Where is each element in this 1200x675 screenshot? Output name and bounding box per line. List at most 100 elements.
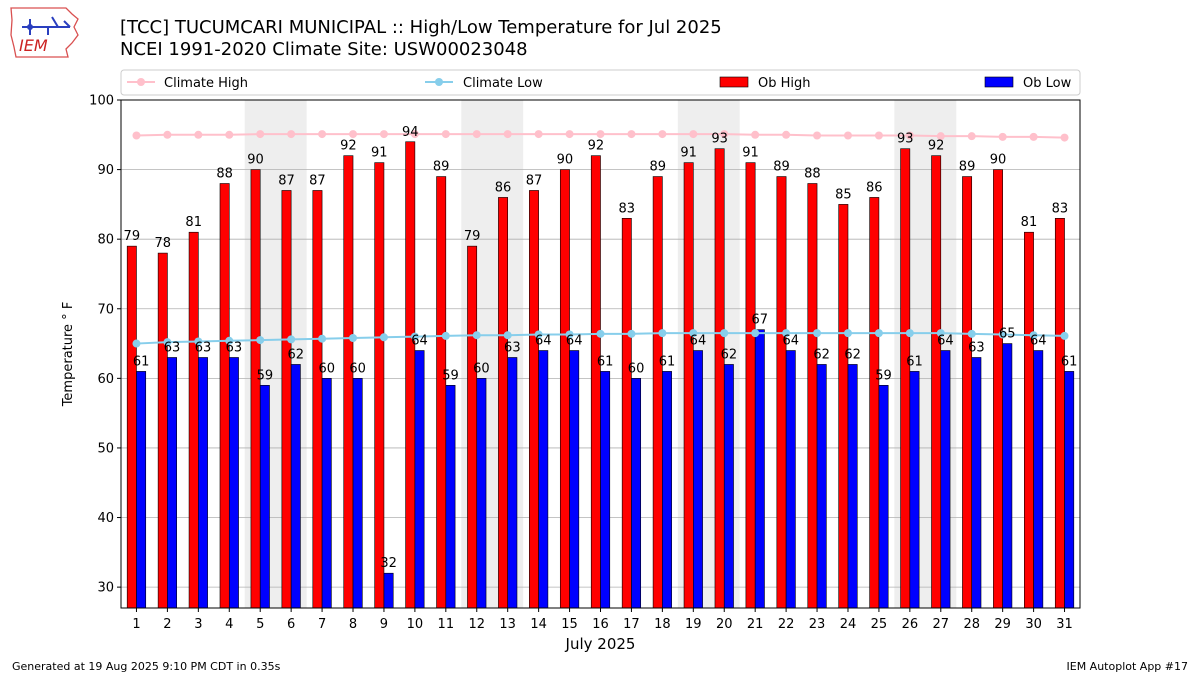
x-axis-label: July 2025: [565, 635, 636, 653]
ob-high-bar: [652, 176, 663, 609]
x-tick-label: 27: [933, 617, 950, 632]
ob-high-bar: [1054, 218, 1065, 609]
legend-ob-low-swatch: [984, 76, 1014, 88]
ob-low-bar: [600, 371, 611, 609]
climate-low-point: [287, 335, 296, 344]
ob-low-bar: [352, 378, 363, 609]
climate-high-point: [565, 130, 574, 139]
climate-high-point: [472, 130, 481, 139]
climate-high-point: [132, 131, 141, 140]
climate-high-point: [318, 130, 327, 139]
ob-high-bar: [188, 231, 199, 609]
ob-low-bar: [167, 357, 177, 609]
ob-low-value-label: 61: [906, 354, 923, 369]
ob-high-value-label: 88: [216, 167, 233, 182]
ob-high-value-label: 92: [340, 139, 357, 154]
ob-high-value-label: 83: [619, 201, 636, 216]
climate-high-point: [503, 130, 512, 139]
legend-climate-low-label: Climate Low: [463, 76, 543, 91]
climate-low-point: [596, 329, 605, 338]
ob-high-value-label: 90: [990, 153, 1007, 168]
ob-low-bar: [940, 350, 951, 609]
ob-low-value-label: 63: [195, 340, 212, 355]
legend-climate-high-label: Climate High: [164, 76, 248, 91]
ob-high-value-label: 78: [154, 236, 171, 251]
climate-high-point: [194, 130, 203, 139]
ob-low-value-label: 62: [721, 347, 738, 362]
climate-high-point: [1060, 133, 1069, 142]
climate-high-point: [349, 130, 358, 139]
x-tick-label: 19: [685, 617, 702, 632]
ob-low-bar: [414, 350, 425, 609]
climate-high-point: [751, 130, 760, 139]
x-tick-label: 25: [871, 617, 888, 632]
climate-low-point: [318, 334, 327, 343]
ob-low-bar: [1064, 371, 1075, 609]
ob-low-value-label: 62: [813, 347, 830, 362]
climate-low-point: [534, 330, 543, 339]
ob-low-value-label: 63: [504, 340, 521, 355]
ob-low-bar: [445, 385, 456, 609]
ob-high-value-label: 79: [464, 229, 481, 244]
x-tick-label: 1: [132, 617, 140, 632]
legend-box: [120, 69, 1081, 96]
x-tick-label: 26: [902, 617, 919, 632]
climate-low-point: [967, 329, 976, 338]
ob-low-value-label: 60: [473, 361, 490, 376]
ob-high-value-label: 87: [526, 173, 543, 188]
x-tick-label: 2: [163, 617, 171, 632]
ob-low-value-label: 63: [164, 340, 181, 355]
ob-high-value-label: 89: [773, 160, 790, 175]
ob-low-value-label: 64: [411, 334, 428, 349]
x-tick-label: 22: [778, 617, 795, 632]
climate-high-point: [1029, 132, 1038, 141]
climate-high-point: [813, 131, 822, 140]
climate-low-point: [998, 330, 1007, 339]
ob-low-bar: [198, 357, 208, 609]
climate-high-point: [256, 130, 265, 139]
ob-high-value-label: 90: [247, 153, 264, 168]
ob-low-value-label: 60: [318, 361, 335, 376]
climate-high-point: [998, 132, 1007, 141]
climate-low-point: [813, 329, 822, 338]
ob-low-bar: [136, 371, 147, 609]
ob-low-value-label: 61: [659, 354, 676, 369]
climate-high-point: [534, 130, 543, 139]
y-tick-label: 30: [97, 581, 114, 596]
ob-low-value-label: 61: [597, 354, 614, 369]
climate-low-point: [565, 330, 574, 339]
climate-low-point: [132, 339, 141, 348]
y-tick-label: 40: [97, 511, 114, 526]
x-tick-label: 8: [349, 617, 357, 632]
ob-low-value-label: 32: [380, 556, 397, 571]
ob-high-value-label: 81: [1021, 215, 1038, 230]
ob-high-bar: [281, 190, 292, 609]
ob-high-value-label: 83: [1052, 201, 1069, 216]
ob-low-bar: [816, 364, 827, 609]
climate-low-point: [225, 336, 234, 345]
ob-low-bar: [754, 329, 765, 609]
chart-title: [TCC] TUCUMCARI MUNICIPAL :: High/Low Te…: [120, 17, 722, 38]
ob-low-value-label: 63: [968, 340, 985, 355]
ob-high-bar: [219, 183, 230, 609]
ob-high-bar: [157, 252, 168, 609]
ob-low-value-label: 59: [257, 368, 274, 383]
ob-low-bar: [631, 378, 642, 609]
ob-high-bar: [714, 148, 725, 609]
ob-low-bar: [662, 371, 672, 609]
ob-low-value-label: 64: [1030, 334, 1047, 349]
legend-climate-high-marker: [137, 78, 145, 86]
ob-low-value-label: 64: [937, 334, 954, 349]
ob-low-bar: [1033, 350, 1044, 609]
x-tick-label: 3: [194, 617, 202, 632]
x-tick-label: 11: [438, 617, 455, 632]
ob-low-bar: [383, 572, 394, 609]
ob-high-bar: [869, 197, 880, 609]
climate-high-point: [689, 130, 698, 139]
climate-low-point: [163, 338, 172, 347]
legend-ob-high-swatch: [719, 76, 749, 88]
ob-low-bar: [878, 385, 889, 609]
ob-low-bar: [259, 385, 270, 609]
ob-low-value-label: 64: [690, 334, 707, 349]
